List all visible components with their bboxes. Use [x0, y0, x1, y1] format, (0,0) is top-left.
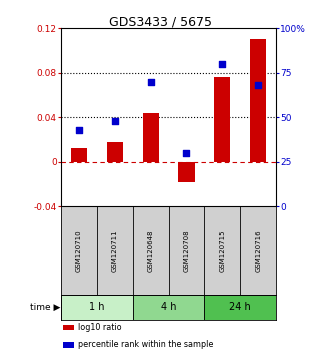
- Bar: [63, 325, 74, 330]
- Bar: [63, 342, 74, 348]
- Text: 4 h: 4 h: [161, 302, 176, 313]
- Text: GSM120716: GSM120716: [255, 229, 261, 272]
- Bar: [143, 113, 159, 162]
- Point: [220, 61, 225, 67]
- Bar: [61, 295, 133, 320]
- Point: [112, 118, 117, 124]
- Text: GSM120708: GSM120708: [183, 229, 189, 272]
- Text: percentile rank within the sample: percentile rank within the sample: [78, 341, 213, 349]
- Bar: [133, 295, 204, 320]
- Bar: [178, 162, 195, 182]
- Text: GSM120710: GSM120710: [76, 229, 82, 272]
- Point: [148, 79, 153, 85]
- Text: GDS3433 / 5675: GDS3433 / 5675: [109, 16, 212, 29]
- Text: 1 h: 1 h: [89, 302, 105, 313]
- Point: [256, 82, 261, 88]
- Bar: [204, 295, 276, 320]
- Point: [184, 150, 189, 155]
- Text: log10 ratio: log10 ratio: [78, 323, 122, 332]
- Bar: [107, 142, 123, 162]
- Text: 24 h: 24 h: [229, 302, 251, 313]
- Text: GSM120711: GSM120711: [112, 229, 118, 272]
- Text: GSM120715: GSM120715: [219, 229, 225, 272]
- Bar: [71, 148, 87, 162]
- Point: [76, 127, 82, 132]
- Bar: [250, 39, 266, 162]
- Bar: [214, 77, 230, 162]
- Text: GSM120648: GSM120648: [148, 229, 154, 272]
- Text: time ▶: time ▶: [30, 303, 60, 312]
